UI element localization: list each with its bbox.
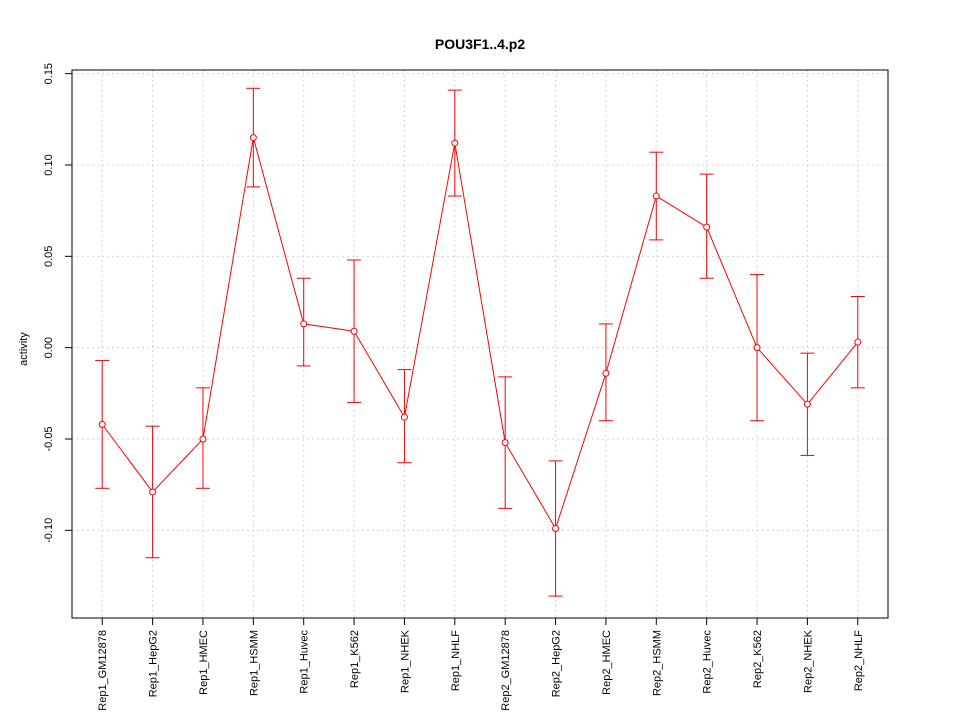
x-tick-label: Rep2_NHLF — [853, 630, 865, 691]
data-point — [703, 223, 711, 231]
axes: -0.10 -0.05 0.00 0.05 0.10 0.15 Rep1_GM12878 Re… — [43, 63, 889, 711]
data-point — [199, 435, 207, 443]
data-point — [451, 139, 459, 147]
x-tick-label: Rep2_HepG2 — [551, 630, 563, 697]
grid — [72, 70, 888, 618]
data-point — [149, 488, 157, 496]
data-point — [602, 369, 610, 377]
x-tick-label: Rep2_HSMM — [651, 630, 663, 696]
data-point — [400, 413, 408, 421]
data-point — [803, 400, 811, 408]
data-point — [300, 320, 308, 328]
data-point — [350, 327, 358, 335]
data-point — [652, 192, 660, 200]
x-tick-label: Rep1_NHEK — [399, 629, 411, 693]
series — [95, 87, 865, 597]
data-point — [249, 134, 257, 142]
x-tick-label: Rep2_HMEC — [601, 630, 613, 695]
y-tick-label: 0.00 — [43, 337, 55, 358]
y-tick-label: -0.10 — [43, 518, 55, 543]
y-tick-label: 0.05 — [43, 246, 55, 267]
y-tick-label: 0.10 — [43, 154, 55, 175]
data-point — [98, 420, 106, 428]
x-tick-label: Rep2_Huvec — [702, 630, 714, 694]
x-tick-label: Rep1_HepG2 — [148, 630, 160, 697]
y-tick-label: 0.15 — [43, 63, 55, 84]
x-tick-label: Rep1_GM12878 — [97, 630, 109, 711]
x-tick-label: Rep2_GM12878 — [500, 630, 512, 711]
x-tick-label: Rep1_HSMM — [248, 630, 260, 696]
series-line — [101, 137, 859, 530]
y-axis-label: activity — [18, 332, 30, 366]
data-point — [753, 344, 761, 352]
data-point — [552, 524, 560, 532]
x-tick-label: Rep2_K562 — [752, 630, 764, 688]
x-tick-label: Rep1_K562 — [349, 630, 361, 688]
x-tick-label: Rep2_NHEK — [802, 629, 814, 693]
chart-title: POU3F1..4.p2 — [435, 36, 525, 52]
y-tick-label: -0.05 — [43, 426, 55, 451]
data-point — [854, 338, 862, 346]
x-tick-label: Rep1_Huvec — [299, 630, 311, 694]
x-tick-label: Rep1_HMEC — [198, 630, 210, 695]
plot-frame — [71, 69, 889, 619]
data-point — [501, 439, 509, 447]
x-tick-label: Rep1_NHLF — [450, 630, 462, 691]
